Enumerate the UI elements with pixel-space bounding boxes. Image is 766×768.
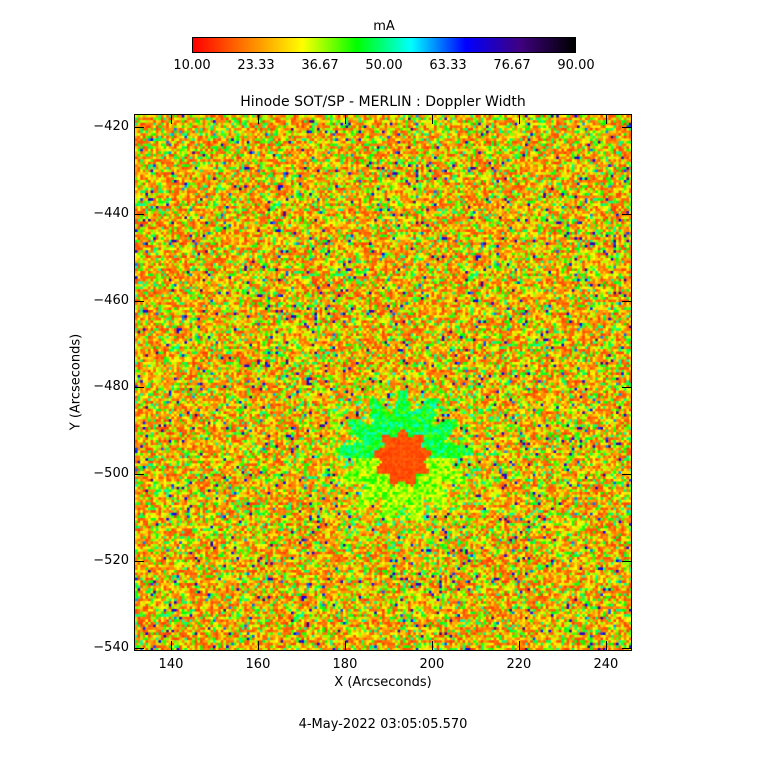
x-tick-mark <box>257 114 259 124</box>
colorbar-tick-label: 10.00 <box>173 58 211 73</box>
y-tick-mark <box>622 300 632 302</box>
y-tick-mark <box>134 561 144 563</box>
x-tick-mark <box>605 114 607 124</box>
colorbar-tick-label: 76.67 <box>493 58 531 73</box>
y-tick-mark <box>622 127 632 129</box>
x-tick-label: 220 <box>506 657 532 672</box>
colorbar <box>192 37 576 53</box>
y-axis-label: Y (Arcseconds) <box>68 333 84 431</box>
chart-title: Hinode SOT/SP - MERLIN : Doppler Width <box>240 94 526 110</box>
x-tick-mark <box>170 114 172 124</box>
x-tick-mark <box>518 114 520 124</box>
plot-area <box>134 114 632 651</box>
y-tick-label: −440 <box>93 205 129 221</box>
x-tick-mark <box>605 641 607 651</box>
x-tick-label: 140 <box>158 657 184 672</box>
y-tick-mark <box>622 474 632 476</box>
colorbar-tick-label: 90.00 <box>557 58 595 73</box>
y-tick-mark <box>134 300 144 302</box>
colorbar-tick-label: 63.33 <box>429 58 467 73</box>
x-tick-mark <box>344 641 346 651</box>
y-tick-mark <box>134 647 144 649</box>
doppler-width-heatmap <box>135 115 631 650</box>
y-tick-label: −540 <box>93 639 129 655</box>
x-tick-label: 200 <box>419 657 445 672</box>
x-axis-label: X (Arcseconds) <box>334 675 432 690</box>
y-tick-mark <box>134 127 144 129</box>
y-tick-label: −520 <box>93 553 129 569</box>
colorbar-tick-label: 23.33 <box>237 58 275 73</box>
x-tick-label: 180 <box>332 657 358 672</box>
x-tick-mark <box>344 114 346 124</box>
y-tick-label: −480 <box>93 379 129 395</box>
y-tick-mark <box>622 561 632 563</box>
x-tick-mark <box>431 114 433 124</box>
colorbar-label: mA <box>373 19 395 34</box>
y-tick-label: −500 <box>93 466 129 482</box>
y-tick-mark <box>622 387 632 389</box>
date-label: 4-May-2022 03:05:05.570 <box>298 717 468 732</box>
x-tick-mark <box>257 641 259 651</box>
x-tick-label: 240 <box>593 657 619 672</box>
x-tick-label: 160 <box>245 657 271 672</box>
x-tick-mark <box>431 641 433 651</box>
x-tick-mark <box>518 641 520 651</box>
x-tick-mark <box>170 641 172 651</box>
colorbar-tick-label: 50.00 <box>365 58 403 73</box>
y-tick-mark <box>134 387 144 389</box>
y-tick-label: −460 <box>93 292 129 308</box>
y-tick-mark <box>622 213 632 215</box>
y-tick-label: −420 <box>93 119 129 135</box>
y-tick-mark <box>622 647 632 649</box>
y-tick-mark <box>134 213 144 215</box>
colorbar-tick-label: 36.67 <box>301 58 339 73</box>
y-tick-mark <box>134 474 144 476</box>
